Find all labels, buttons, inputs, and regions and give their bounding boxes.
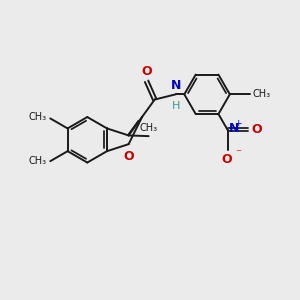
Text: CH₃: CH₃: [28, 112, 47, 122]
Text: O: O: [222, 153, 232, 166]
Text: +: +: [234, 119, 242, 128]
Text: CH₃: CH₃: [252, 89, 270, 99]
Text: O: O: [251, 123, 262, 136]
Text: N: N: [170, 79, 181, 92]
Text: N: N: [229, 122, 239, 135]
Text: CH₃: CH₃: [140, 123, 158, 133]
Text: ⁻: ⁻: [236, 147, 242, 160]
Text: H: H: [172, 101, 180, 111]
Text: CH₃: CH₃: [28, 156, 47, 166]
Text: O: O: [123, 150, 134, 163]
Text: O: O: [141, 65, 152, 78]
